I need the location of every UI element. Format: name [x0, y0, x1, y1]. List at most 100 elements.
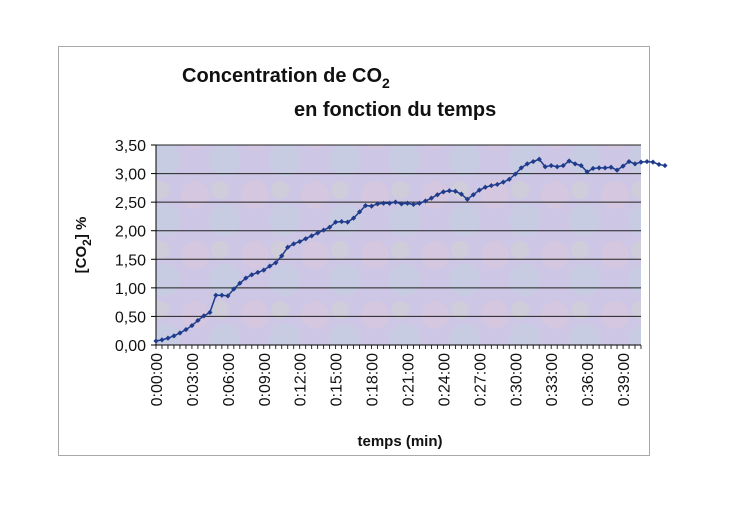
chart-title-line2: en fonction du temps: [294, 99, 496, 121]
data-point: [392, 199, 399, 205]
plot-area: [156, 145, 641, 345]
x-tick-label: 0:27:00: [472, 353, 489, 406]
y-axis-label-subscript: 2: [80, 239, 94, 246]
y-axis-label-prefix: [CO: [73, 246, 90, 274]
data-point: [458, 191, 464, 197]
data-point: [386, 200, 393, 206]
data-point: [452, 188, 458, 194]
data-point: [608, 164, 614, 170]
chart-title-line1-text: Concentration de CO: [182, 65, 382, 87]
data-point: [524, 161, 530, 167]
data-point: [440, 189, 447, 195]
data-point: [345, 219, 351, 225]
data-point: [165, 335, 171, 341]
data-point: [273, 260, 279, 266]
y-tick-label: 1,00: [115, 281, 146, 298]
y-tick-label: 1,50: [115, 252, 146, 269]
data-point: [662, 162, 668, 169]
data-point: [494, 181, 500, 188]
data-point: [398, 201, 405, 207]
data-point: [321, 227, 327, 233]
x-axis-label: temps (min): [357, 433, 442, 450]
x-tick-label: 0:33:00: [544, 353, 561, 406]
data-point: [656, 161, 662, 168]
chart-title: Concentration de CO2 en fonction du temp…: [182, 65, 496, 121]
data-point: [153, 338, 159, 344]
y-tick-label: 2,50: [115, 195, 146, 212]
data-point: [644, 158, 650, 165]
data-point: [327, 224, 333, 230]
y-tick-label: 3,50: [115, 138, 146, 155]
data-point: [476, 187, 482, 193]
data-point: [482, 184, 488, 190]
x-tick-label: 0:12:00: [293, 353, 310, 406]
data-point: [548, 162, 554, 169]
axes: [155, 145, 642, 349]
data-point: [243, 275, 249, 281]
data-point: [177, 330, 183, 336]
data-point: [506, 176, 512, 182]
data-point: [219, 292, 225, 298]
data-point: [428, 195, 435, 201]
data-point: [285, 244, 291, 250]
data-point: [500, 179, 506, 185]
data-point: [434, 192, 441, 198]
data-point: [339, 218, 345, 225]
data-point: [374, 201, 381, 207]
x-tick-label: 0:21:00: [400, 353, 417, 406]
data-point: [213, 292, 219, 298]
data-point: [237, 280, 243, 286]
data-point: [602, 165, 608, 171]
data-point: [638, 159, 644, 165]
data-point: [231, 286, 237, 292]
y-tick-label: 0,00: [115, 338, 146, 355]
data-point: [195, 317, 201, 324]
data-point: [404, 200, 411, 206]
data-point: [584, 169, 590, 175]
x-tick-label: 0:30:00: [508, 353, 525, 406]
data-point: [446, 188, 452, 194]
data-point: [183, 326, 189, 333]
y-tick-label: 2,00: [115, 224, 146, 241]
data-point: [225, 293, 231, 299]
data-point: [620, 163, 626, 169]
data-point: [410, 201, 417, 208]
data-series: [153, 156, 668, 344]
data-point: [255, 269, 261, 276]
x-tick-label: 0:36:00: [580, 353, 597, 406]
x-tick-label: 0:18:00: [365, 353, 382, 406]
y-axis-label-suffix: ] %: [73, 217, 90, 240]
data-point: [356, 209, 363, 215]
x-tick-label: 0:15:00: [329, 353, 346, 406]
data-point: [416, 200, 423, 206]
x-tick-label: 0:39:00: [616, 353, 633, 406]
data-point: [380, 200, 387, 206]
data-point: [632, 161, 638, 167]
data-point: [554, 164, 560, 170]
data-point: [578, 162, 584, 169]
x-tick-label: 0:24:00: [436, 353, 453, 406]
data-point: [350, 215, 357, 221]
x-tick-label: 0:06:00: [221, 353, 238, 406]
data-point: [464, 196, 470, 202]
data-point: [362, 202, 369, 209]
data-point: [207, 309, 213, 316]
data-point: [297, 238, 303, 245]
data-point: [303, 236, 309, 242]
data-point: [542, 164, 548, 170]
y-axis-tick-labels: 0,00 0,50 1,00 1,50 2,00 2,50 3,00 3,50: [115, 138, 146, 355]
data-point: [315, 230, 321, 236]
data-point: [291, 241, 297, 247]
y-axis-label: [CO2] %: [73, 217, 94, 274]
data-point: [512, 171, 518, 177]
y-tick-label: 0,50: [115, 309, 146, 326]
data-point: [267, 263, 273, 269]
data-point: [560, 162, 566, 169]
x-axis-tick-labels: 0:00:00 0:03:00 0:06:00 0:09:00 0:12:00 0:15:…: [149, 353, 633, 406]
data-point: [309, 233, 315, 239]
data-point: [261, 267, 267, 273]
y-tick-label: 3,00: [115, 167, 146, 184]
data-point: [171, 333, 177, 339]
data-point: [614, 167, 620, 173]
data-point: [470, 192, 476, 198]
